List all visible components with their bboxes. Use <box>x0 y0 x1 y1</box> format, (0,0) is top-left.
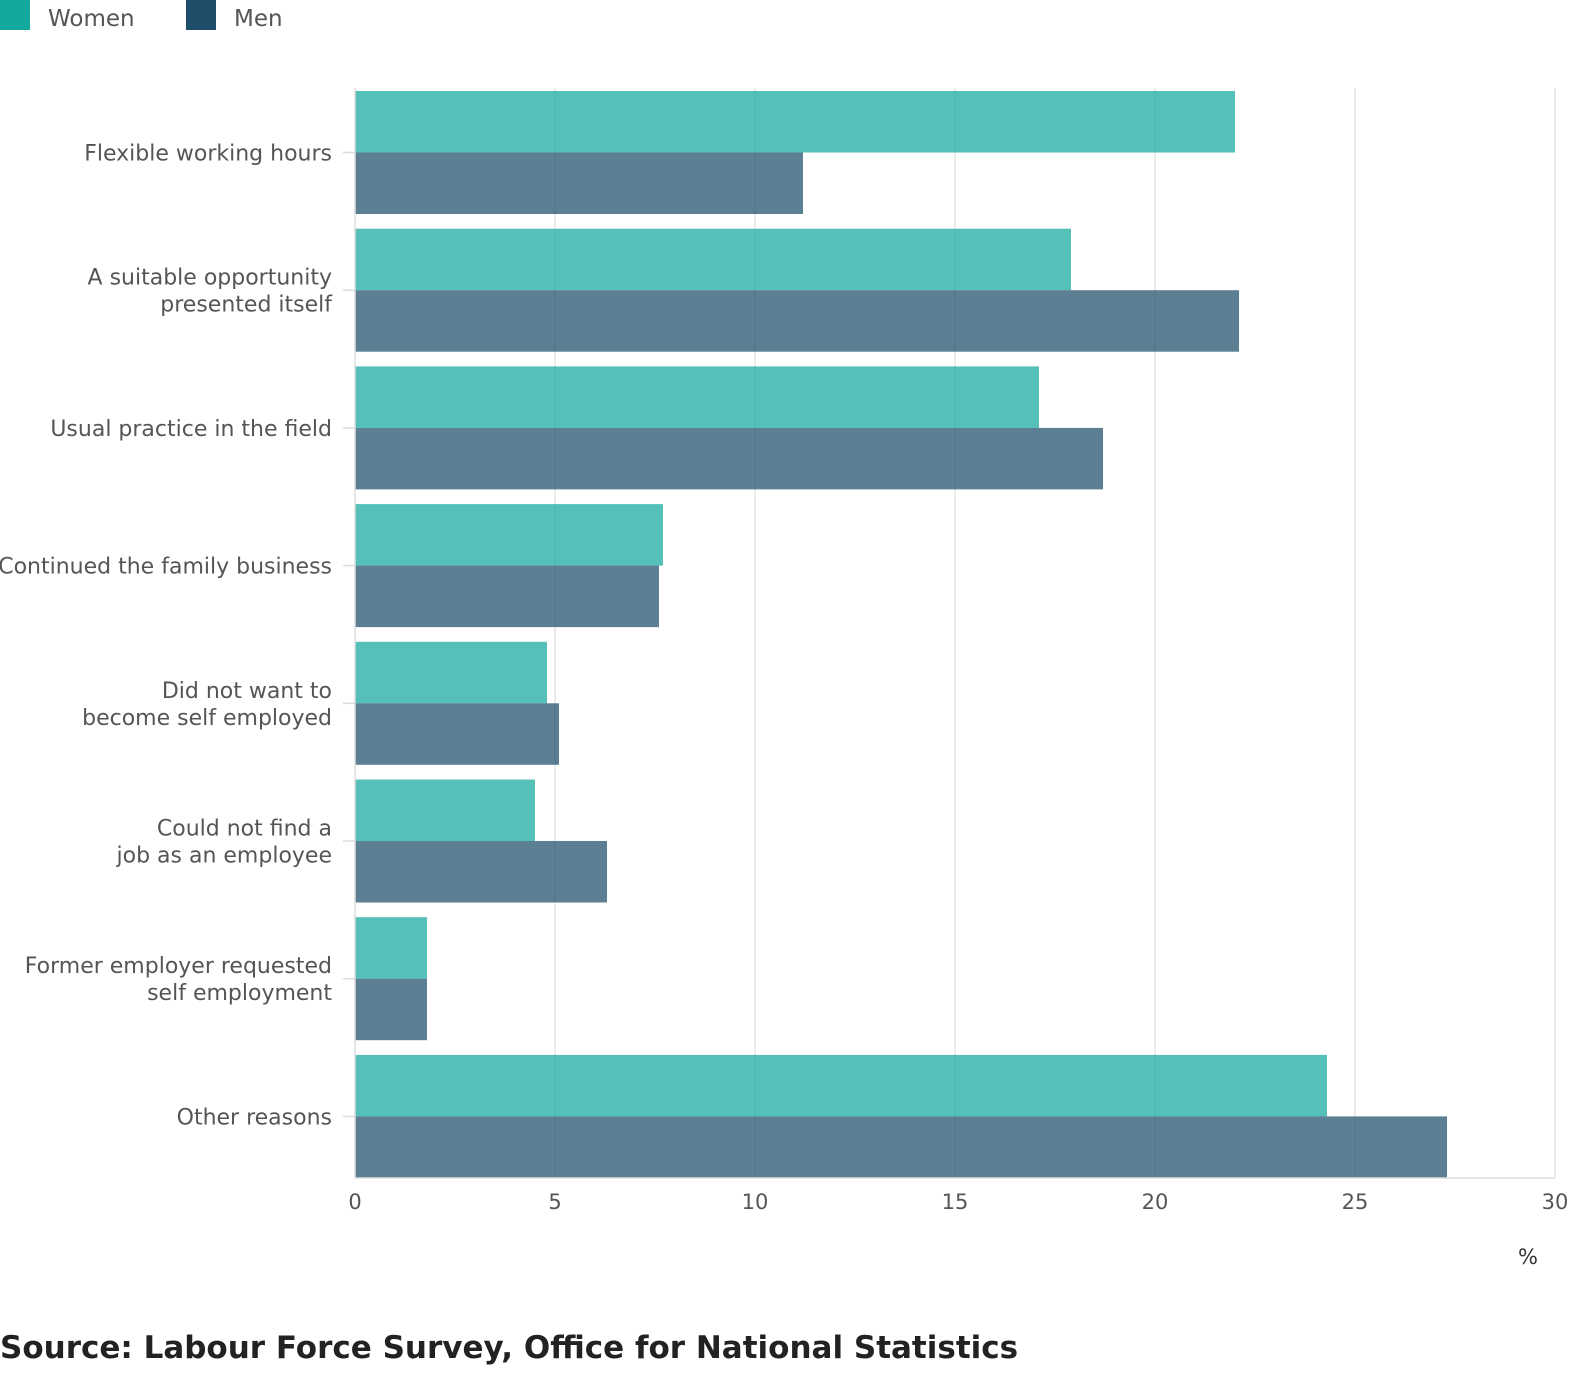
category-label: Did not want to become self employed <box>82 679 332 731</box>
bar-men[interactable] <box>355 841 607 903</box>
category-label: Former employer requested self employment <box>25 954 333 1006</box>
x-tick-label: 20 <box>1142 1190 1169 1214</box>
bar-women[interactable] <box>355 779 535 842</box>
x-tick-label: 15 <box>942 1190 969 1214</box>
legend-swatch-women <box>0 0 30 30</box>
legend-swatch-men <box>186 0 216 30</box>
x-axis: 0 5 10 15 20 25 30 <box>348 88 1568 1214</box>
bars <box>355 91 1447 1178</box>
category-label: Could not find a job as an employee <box>116 817 332 869</box>
x-tick-label: 25 <box>1342 1190 1369 1214</box>
category-label: A suitable opportunity presented itself <box>88 266 334 318</box>
bar-men[interactable] <box>355 290 1239 352</box>
bar-women[interactable] <box>355 504 663 566</box>
x-tick-label: 10 <box>742 1190 769 1214</box>
bar-men[interactable] <box>355 978 427 1041</box>
bar-women[interactable] <box>355 228 1071 291</box>
category-label: Usual practice in the field <box>50 417 332 442</box>
x-tick-label: 5 <box>548 1190 561 1214</box>
bar-men[interactable] <box>355 427 1103 490</box>
category-label: Other reasons <box>177 1105 332 1130</box>
source-note: Source: Labour Force Survey, Office for … <box>0 1330 1019 1366</box>
category-label: Flexible working hours <box>84 142 332 167</box>
legend-label-women: Women <box>48 6 135 32</box>
bar-women[interactable] <box>355 91 1235 153</box>
x-tick-label: 30 <box>1542 1190 1569 1214</box>
legend-label-men: Men <box>234 6 283 32</box>
category-label: Continued the family business <box>0 555 332 580</box>
bar-men[interactable] <box>355 703 559 765</box>
y-axis-labels: Flexible working hours A suitable opportu… <box>0 142 355 1130</box>
bar-men[interactable] <box>355 565 659 628</box>
bar-men[interactable] <box>355 1116 1447 1178</box>
x-tick-label: 0 <box>348 1190 361 1214</box>
bar-women[interactable] <box>355 366 1039 428</box>
legend: Women Men <box>0 0 600 44</box>
x-axis-unit: % <box>1518 1245 1538 1269</box>
bar-women[interactable] <box>355 1054 1327 1117</box>
bar-men[interactable] <box>355 152 803 215</box>
bar-women[interactable] <box>355 917 427 979</box>
bar-women[interactable] <box>355 641 547 704</box>
